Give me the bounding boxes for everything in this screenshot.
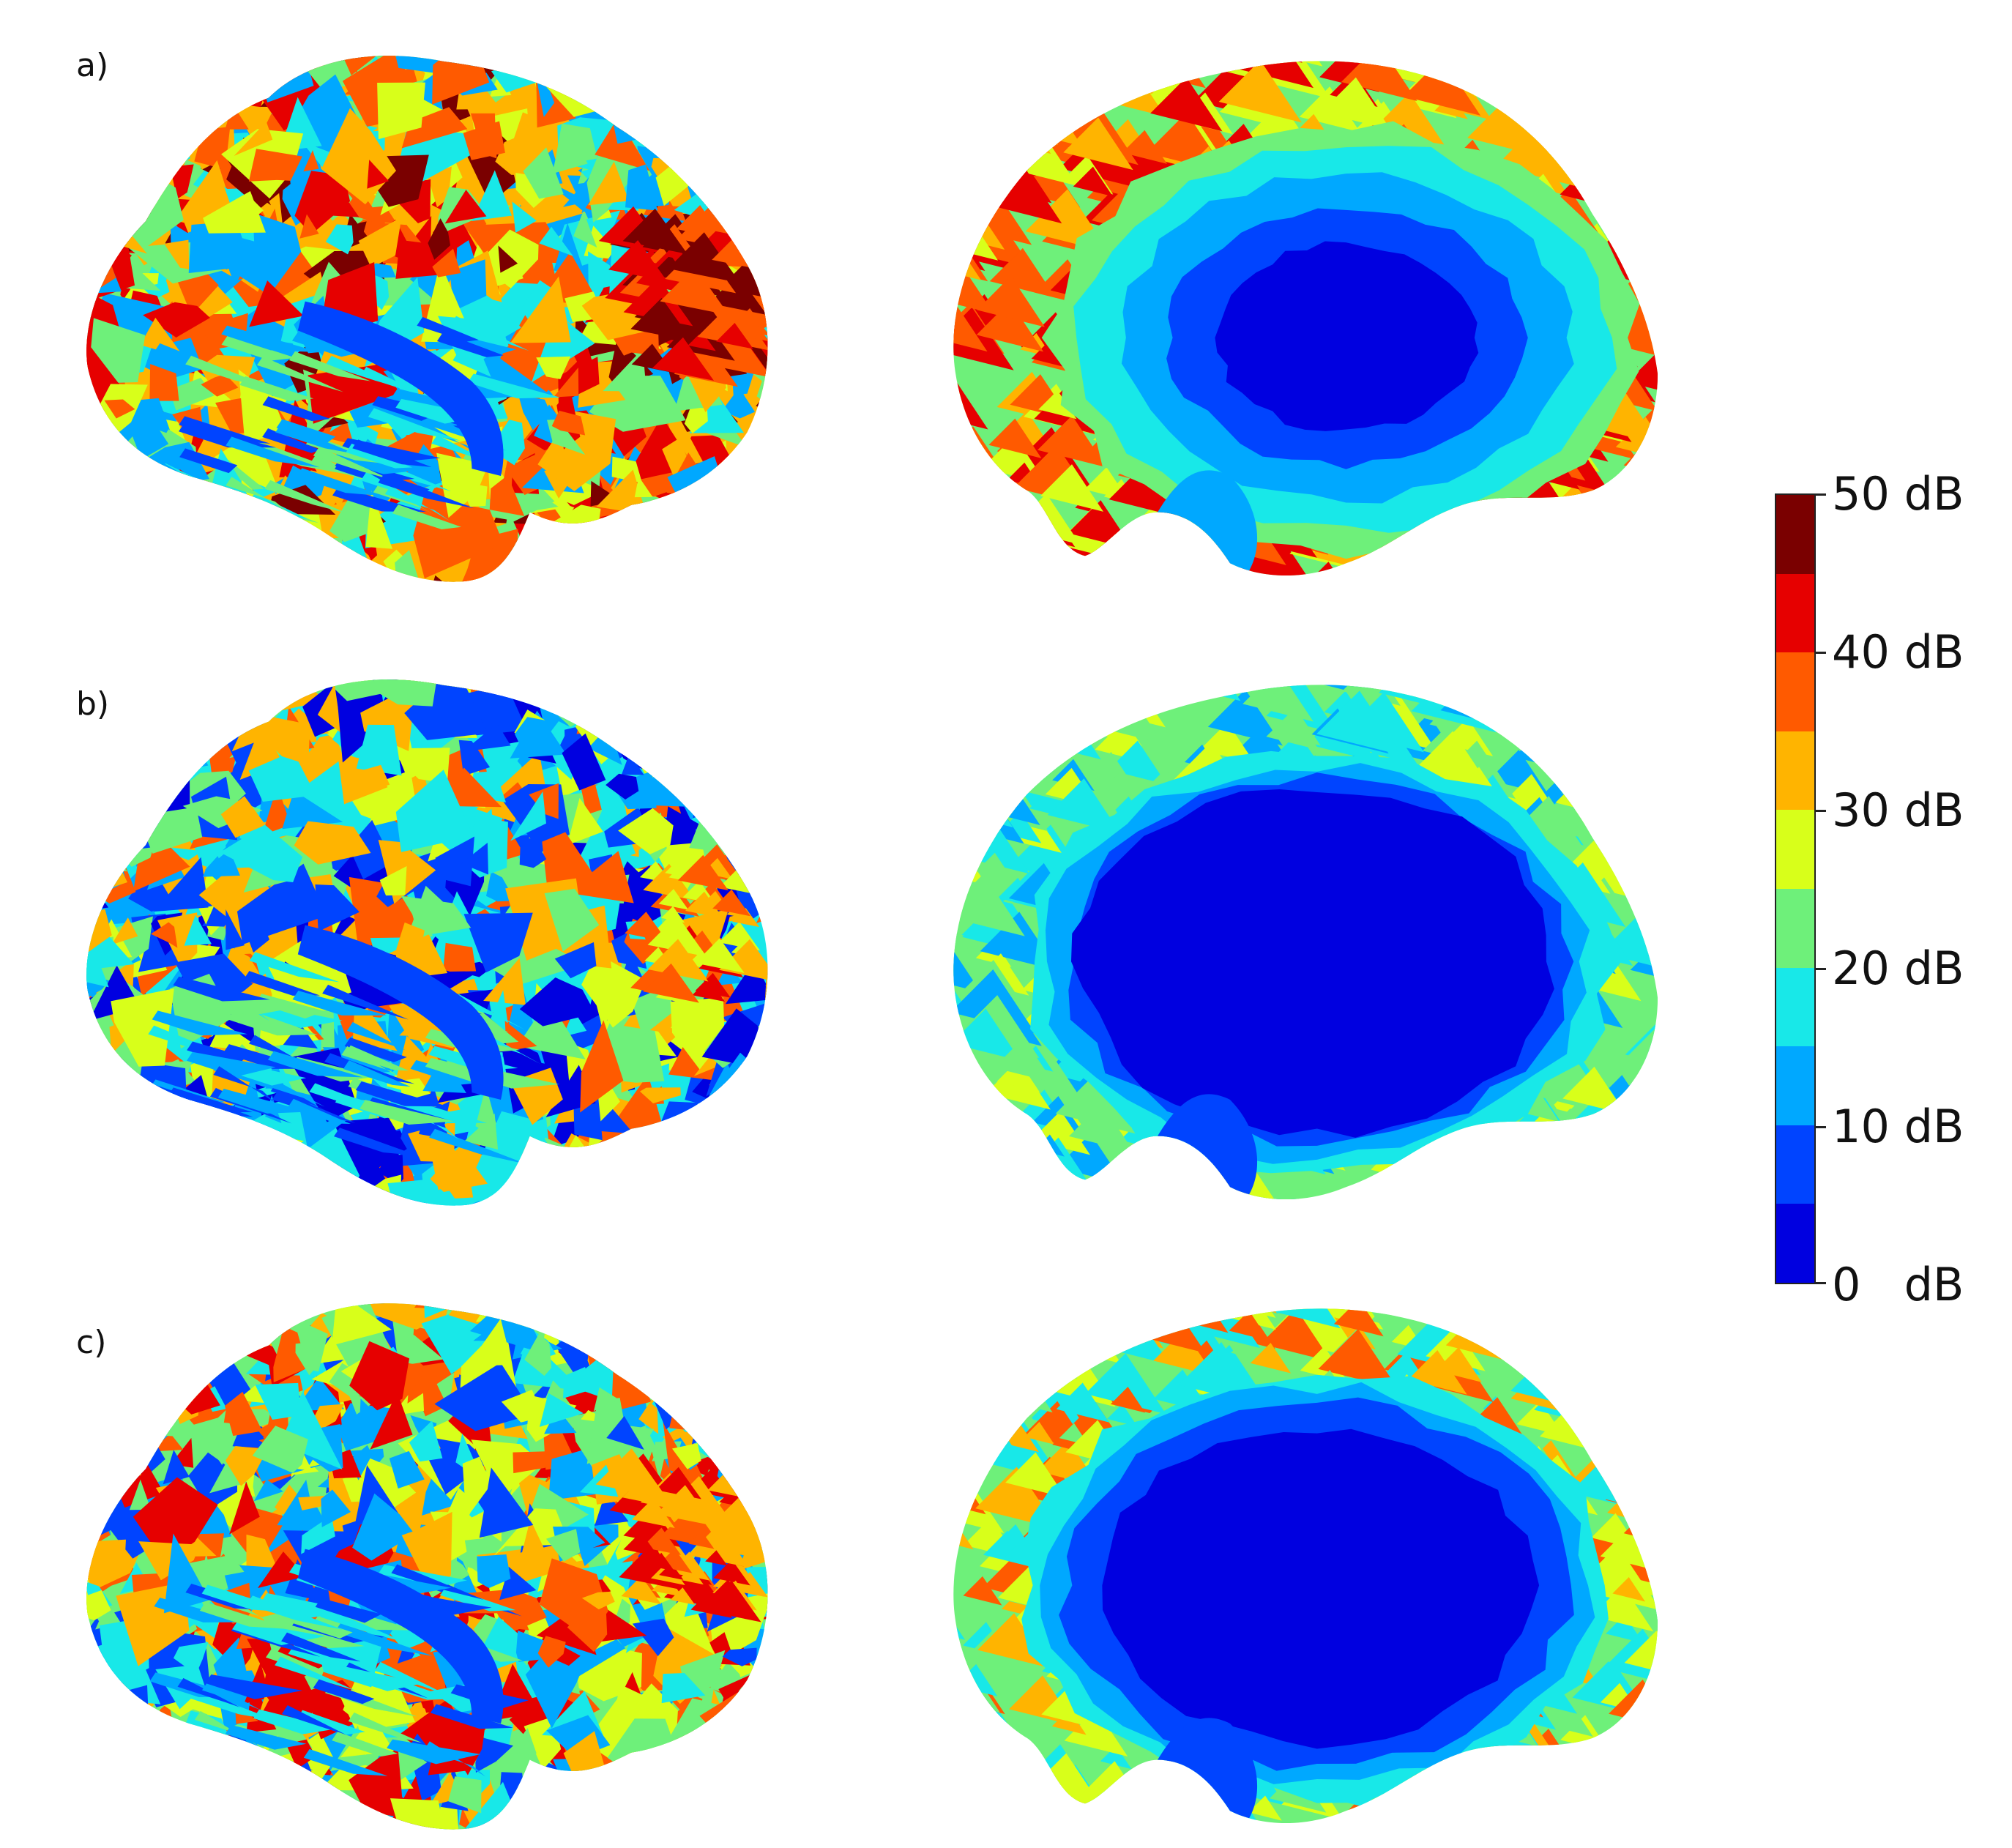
colorbar-segment [1776, 495, 1814, 574]
brain-medial-c [940, 1287, 1665, 1833]
brain-lateral-b [66, 663, 791, 1209]
colorbar-segment [1776, 810, 1814, 889]
colorbar-tick [1816, 810, 1826, 812]
colorbar [1775, 493, 1816, 1284]
colorbar-label-30: 30 dB [1832, 783, 1964, 837]
colorbar-tick [1816, 493, 1826, 496]
colorbar-segment [1776, 1204, 1814, 1283]
colorbar-segment [1776, 652, 1814, 731]
colorbar-segment [1776, 888, 1814, 968]
colorbar-tick [1816, 652, 1826, 654]
colorbar-segment [1776, 1046, 1814, 1125]
colorbar-tick [1816, 1282, 1826, 1284]
colorbar-label-0: 0 dB [1832, 1258, 1964, 1311]
colorbar-tick [1816, 968, 1826, 970]
brain-medial-b [940, 663, 1665, 1209]
panel-label-c: c) [76, 1324, 107, 1361]
colorbar-segment [1776, 573, 1814, 653]
colorbar-label-50: 50 dB [1832, 467, 1964, 521]
colorbar-label-40: 40 dB [1832, 625, 1964, 679]
colorbar-tick [1816, 1126, 1826, 1128]
panel-label-b: b) [76, 685, 110, 723]
colorbar-label-20: 20 dB [1832, 942, 1964, 995]
panel-label-a: a) [76, 47, 109, 84]
colorbar-label-10: 10 dB [1832, 1100, 1964, 1153]
brain-lateral-c [66, 1287, 791, 1833]
colorbar-segment [1776, 731, 1814, 811]
brain-lateral-a [66, 40, 791, 585]
colorbar-segment [1776, 967, 1814, 1047]
colorbar-segment [1776, 1125, 1814, 1204]
brain-medial-a [940, 40, 1665, 585]
